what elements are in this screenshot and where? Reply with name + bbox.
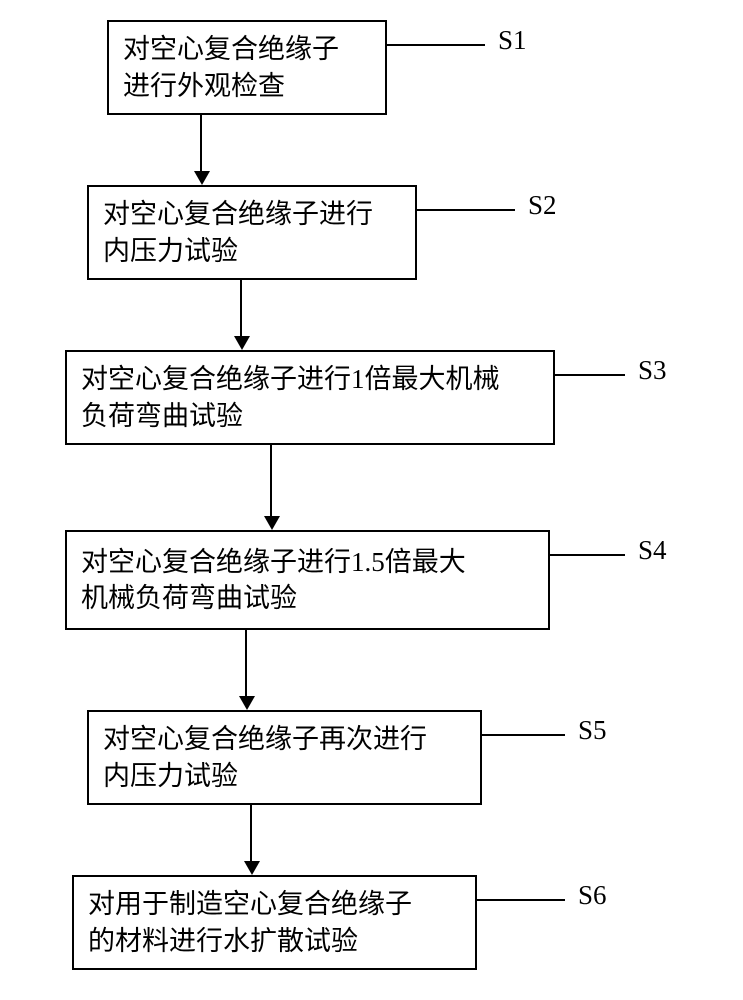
step-box-s3: 对空心复合绝缘子进行1倍最大机械 负荷弯曲试验 (65, 350, 555, 445)
arrow-line-after-s5 (250, 805, 252, 861)
arrow-line-after-s4 (245, 630, 247, 696)
flowchart-canvas: 对空心复合绝缘子 进行外观检查 S1 对空心复合绝缘子进行 内压力试验 S2 对空心复合… (0, 0, 743, 1000)
step-label-s4: S4 (638, 535, 667, 566)
step-text-s1: 对空心复合绝缘子 进行外观检查 (123, 31, 339, 104)
step-text-s5: 对空心复合绝缘子再次进行 内压力试验 (103, 721, 427, 794)
arrow-line-after-s1 (200, 115, 202, 171)
arrow-head-icon (244, 861, 260, 875)
step-box-s6: 对用于制造空心复合绝缘子 的材料进行水扩散试验 (72, 875, 477, 970)
step-text-s2: 对空心复合绝缘子进行 内压力试验 (103, 196, 373, 269)
step-label-s6: S6 (578, 880, 607, 911)
arrow-line-after-s2 (240, 280, 242, 336)
leader-s1 (387, 44, 485, 46)
arrow-head-icon (264, 516, 280, 530)
step-text-s6: 对用于制造空心复合绝缘子 的材料进行水扩散试验 (88, 886, 412, 959)
step-label-s1: S1 (498, 25, 527, 56)
leader-s2 (417, 209, 515, 211)
leader-s3 (555, 374, 625, 376)
leader-s6 (477, 899, 565, 901)
step-label-s2: S2 (528, 190, 557, 221)
step-box-s5: 对空心复合绝缘子再次进行 内压力试验 (87, 710, 482, 805)
step-box-s2: 对空心复合绝缘子进行 内压力试验 (87, 185, 417, 280)
leader-s4 (550, 554, 625, 556)
arrow-head-icon (234, 336, 250, 350)
step-box-s1: 对空心复合绝缘子 进行外观检查 (107, 20, 387, 115)
step-text-s3: 对空心复合绝缘子进行1倍最大机械 负荷弯曲试验 (81, 361, 500, 434)
step-box-s4: 对空心复合绝缘子进行1.5倍最大 机械负荷弯曲试验 (65, 530, 550, 630)
step-label-s5: S5 (578, 715, 607, 746)
arrow-head-icon (239, 696, 255, 710)
arrow-head-icon (194, 171, 210, 185)
leader-s5 (482, 734, 565, 736)
step-label-s3: S3 (638, 355, 667, 386)
step-text-s4: 对空心复合绝缘子进行1.5倍最大 机械负荷弯曲试验 (81, 544, 466, 617)
arrow-line-after-s3 (270, 445, 272, 516)
